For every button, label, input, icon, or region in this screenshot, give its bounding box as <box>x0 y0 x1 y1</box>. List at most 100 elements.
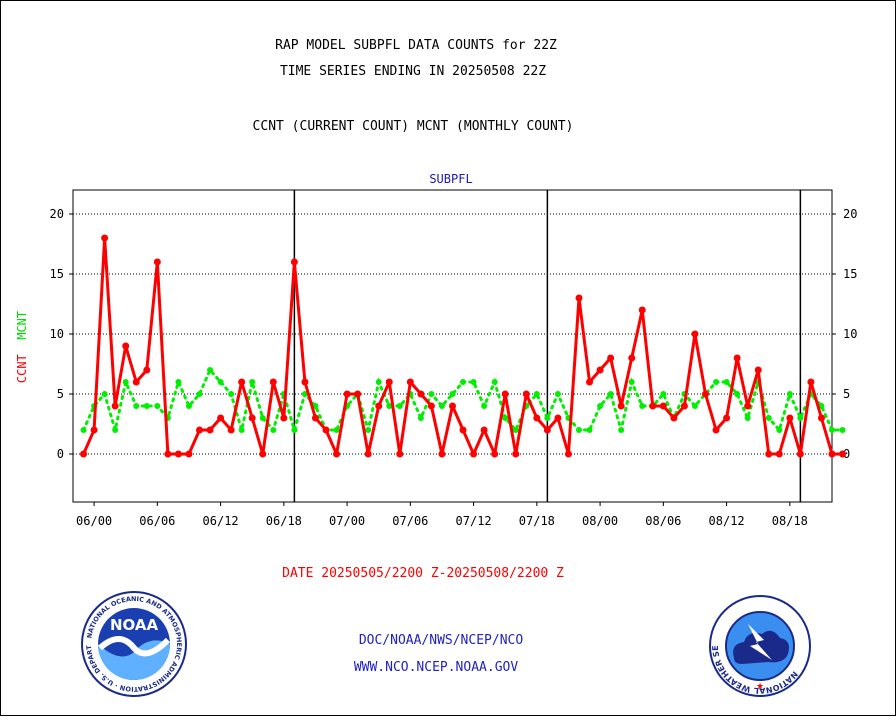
y-tick-label-left: 20 <box>50 207 64 221</box>
data-point-ccnt <box>164 450 172 458</box>
data-point-mcnt <box>375 379 382 385</box>
y-tick-label-left: 15 <box>50 267 64 281</box>
data-point-mcnt <box>80 427 87 433</box>
data-point-ccnt <box>786 414 794 422</box>
data-point-mcnt <box>175 379 182 385</box>
data-point-mcnt <box>438 403 445 409</box>
x-tick-label: 06/06 <box>139 514 175 528</box>
data-point-ccnt <box>817 414 825 422</box>
data-point-mcnt <box>460 379 467 385</box>
data-point-mcnt <box>196 391 203 397</box>
data-point-ccnt <box>765 450 773 458</box>
data-point-mcnt <box>217 379 224 385</box>
y-tick-label-left: 10 <box>50 327 64 341</box>
data-point-ccnt <box>807 378 815 386</box>
data-point-ccnt <box>290 258 298 266</box>
data-point-mcnt <box>249 379 256 385</box>
data-point-ccnt <box>491 450 499 458</box>
data-point-mcnt <box>417 415 424 421</box>
data-point-mcnt <box>639 403 646 409</box>
y-tick-label-right: 10 <box>843 327 857 341</box>
data-point-ccnt <box>385 378 393 386</box>
data-point-ccnt <box>796 450 804 458</box>
x-tick-label: 06/00 <box>76 514 112 528</box>
data-point-ccnt <box>680 402 688 410</box>
data-point-ccnt <box>301 378 309 386</box>
data-point-ccnt <box>269 378 277 386</box>
data-point-ccnt <box>196 426 203 434</box>
data-point-ccnt <box>364 450 372 458</box>
y-tick-label-left: 5 <box>57 387 64 401</box>
data-point-ccnt <box>470 450 478 458</box>
data-point-mcnt <box>554 391 561 397</box>
data-point-mcnt <box>734 391 741 397</box>
x-tick-label: 07/18 <box>519 514 555 528</box>
data-point-mcnt <box>533 391 540 397</box>
data-point-mcnt <box>628 379 635 385</box>
data-point-mcnt <box>228 391 235 397</box>
data-point-ccnt <box>839 450 847 458</box>
data-point-ccnt <box>554 414 562 422</box>
data-point-ccnt <box>512 450 520 458</box>
nws-logo-icon: ★ NATIONAL WEATHER SERVICE <box>708 594 811 697</box>
data-point-ccnt <box>101 234 109 242</box>
data-point-mcnt <box>428 391 435 397</box>
data-point-ccnt <box>775 450 783 458</box>
data-point-ccnt <box>586 378 594 386</box>
data-point-mcnt <box>829 427 835 433</box>
data-point-ccnt <box>248 414 256 422</box>
data-point-ccnt <box>754 366 762 374</box>
website-link[interactable]: WWW.NCO.NCEP.NOAA.GOV <box>353 660 519 675</box>
plot-area <box>72 189 833 503</box>
doc-noaa-link[interactable]: DOC/NOAA/NWS/NCEP/NCO <box>358 633 524 648</box>
data-point-mcnt <box>491 379 498 385</box>
data-point-mcnt <box>291 427 298 433</box>
data-point-mcnt <box>143 403 150 409</box>
data-point-ccnt <box>501 390 509 398</box>
data-point-ccnt <box>396 450 404 458</box>
data-point-mcnt <box>544 415 551 421</box>
data-point-ccnt <box>649 402 657 410</box>
data-point-ccnt <box>575 294 583 302</box>
data-point-ccnt <box>259 450 267 458</box>
data-point-mcnt <box>312 403 319 409</box>
data-point-mcnt <box>449 391 456 397</box>
data-point-ccnt <box>733 354 741 362</box>
data-point-ccnt <box>217 414 225 422</box>
data-point-ccnt <box>174 450 182 458</box>
page-title-line-3: CCNT (CURRENT COUNT) MCNT (MONTHLY COUNT… <box>252 119 574 134</box>
x-tick-label: 07/00 <box>329 514 365 528</box>
data-point-mcnt <box>691 403 698 409</box>
data-point-mcnt <box>185 403 192 409</box>
series-line-ccnt <box>82 236 843 456</box>
data-point-ccnt <box>744 402 752 410</box>
x-tick-label: 08/18 <box>772 514 808 528</box>
data-point-ccnt <box>522 390 530 398</box>
data-point-ccnt <box>417 390 425 398</box>
data-point-ccnt <box>638 306 646 314</box>
data-point-mcnt <box>365 427 372 433</box>
data-point-ccnt <box>122 342 130 350</box>
data-point-ccnt <box>691 330 699 338</box>
page-title-line-1: RAP MODEL SUBPFL DATA COUNTS for 22Z <box>275 38 557 53</box>
data-point-ccnt <box>111 402 119 410</box>
x-tick-label: 08/12 <box>709 514 745 528</box>
data-point-mcnt <box>259 415 266 421</box>
data-point-mcnt <box>713 379 720 385</box>
data-point-ccnt <box>375 402 383 410</box>
data-point-ccnt <box>311 414 319 422</box>
page-title-line-2: TIME SERIES ENDING IN 20250508 22Z <box>279 64 547 79</box>
date-range-label: DATE 20250505/2200 Z-20250508/2200 Z <box>282 566 564 581</box>
data-point-mcnt <box>786 391 793 397</box>
svg-text:★: ★ <box>756 682 764 692</box>
data-point-ccnt <box>427 402 435 410</box>
noaa-logo-icon: NOAA NATIONAL OCEANIC AND ATMOSPHERIC AD… <box>80 590 187 697</box>
data-point-mcnt <box>396 403 403 409</box>
data-point-ccnt <box>828 450 836 458</box>
data-point-ccnt <box>702 390 709 398</box>
data-point-mcnt <box>481 403 488 409</box>
y-tick-label-left: 0 <box>57 447 64 461</box>
data-point-mcnt <box>154 403 161 409</box>
data-point-mcnt <box>776 427 783 433</box>
y-tick-label-right: 20 <box>843 207 857 221</box>
